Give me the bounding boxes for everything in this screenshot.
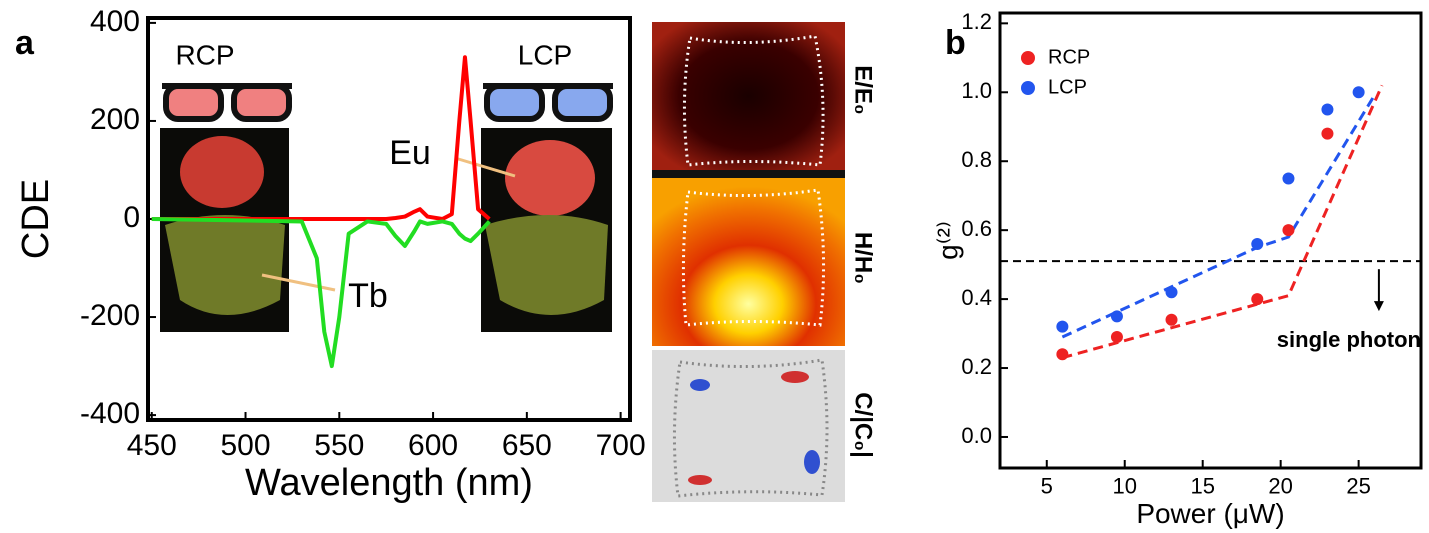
- x-tick-label: 600: [408, 429, 458, 462]
- y-tick-label: 400: [90, 5, 140, 38]
- y-tick-label: -200: [80, 299, 140, 332]
- inset-label: RCP: [175, 39, 234, 70]
- data-point: [1110, 331, 1123, 344]
- x-tick-label: 20: [1268, 474, 1292, 499]
- y-tick-label: 0.6: [961, 216, 992, 241]
- x-tick-label: 15: [1190, 474, 1214, 499]
- y-tick-label: 1.0: [961, 78, 992, 103]
- series-annotation: Tb: [348, 277, 388, 315]
- field-map: [652, 22, 845, 502]
- x-axis-label: Wavelength (nm): [245, 462, 533, 504]
- pointer-arrow: [454, 156, 516, 178]
- panel-label: b: [945, 24, 966, 62]
- inset-label: LCP: [518, 39, 572, 70]
- data-point: [1110, 310, 1123, 323]
- glasses: [162, 83, 292, 122]
- x-tick-label: 700: [596, 429, 646, 462]
- y-tick-label: 0.2: [961, 354, 992, 379]
- y-tick-label: 1.2: [961, 9, 992, 34]
- data-point: [1282, 224, 1295, 237]
- data-line: [151, 55, 491, 221]
- data-line: [151, 217, 491, 369]
- map-label: E/E₀: [850, 65, 877, 115]
- map-label: C/|C₀|: [850, 392, 877, 458]
- data-point: [1056, 320, 1069, 333]
- legend-marker: [1021, 51, 1035, 65]
- x-tick-label: 500: [220, 429, 270, 462]
- y-tick-label: 0: [123, 201, 140, 234]
- pointer-arrow: [261, 273, 336, 292]
- panel-label: a: [15, 24, 35, 62]
- x-tick-label: 550: [314, 429, 364, 462]
- fit-line: [1061, 94, 1376, 339]
- y-tick-label: -400: [80, 397, 140, 430]
- legend-label: RCP: [1048, 46, 1090, 68]
- data-point: [1321, 103, 1334, 116]
- y-tick-label: 0.8: [961, 147, 992, 172]
- fit-line: [1061, 84, 1384, 360]
- annotation-arrowhead: [1373, 301, 1384, 312]
- inset-photo: [160, 128, 289, 332]
- y-tick-label: 0.4: [961, 285, 992, 310]
- x-axis-label: Power (μW): [1136, 498, 1284, 529]
- x-tick-label: 10: [1112, 474, 1136, 499]
- data-point: [1251, 237, 1264, 250]
- y-tick-label: 0.0: [961, 423, 992, 448]
- data-point: [1352, 86, 1365, 99]
- data-point: [1165, 286, 1178, 299]
- inset-photo: [481, 128, 612, 332]
- y-tick-label: 200: [90, 103, 140, 136]
- data-point: [1282, 172, 1295, 185]
- x-tick-label: 5: [1041, 474, 1053, 499]
- legend-label: LCP: [1048, 76, 1087, 98]
- x-tick-label: 650: [502, 429, 552, 462]
- data-point: [1165, 313, 1178, 326]
- data-point: [1321, 127, 1334, 140]
- series-annotation: Eu: [389, 134, 431, 172]
- x-tick-label: 25: [1346, 474, 1370, 499]
- annotation: single photon: [1277, 327, 1421, 352]
- x-tick-label: 450: [127, 429, 177, 462]
- data-point: [1251, 293, 1264, 306]
- legend-marker: [1021, 81, 1035, 95]
- plot-frame: [146, 16, 632, 422]
- y-axis-label: CDE: [15, 179, 57, 259]
- map-label: H/H₀: [850, 232, 877, 284]
- y-axis-label: g⁽²⁾: [932, 221, 963, 260]
- glasses: [483, 83, 613, 122]
- plot-frame: [998, 11, 1423, 470]
- data-point: [1056, 348, 1069, 361]
